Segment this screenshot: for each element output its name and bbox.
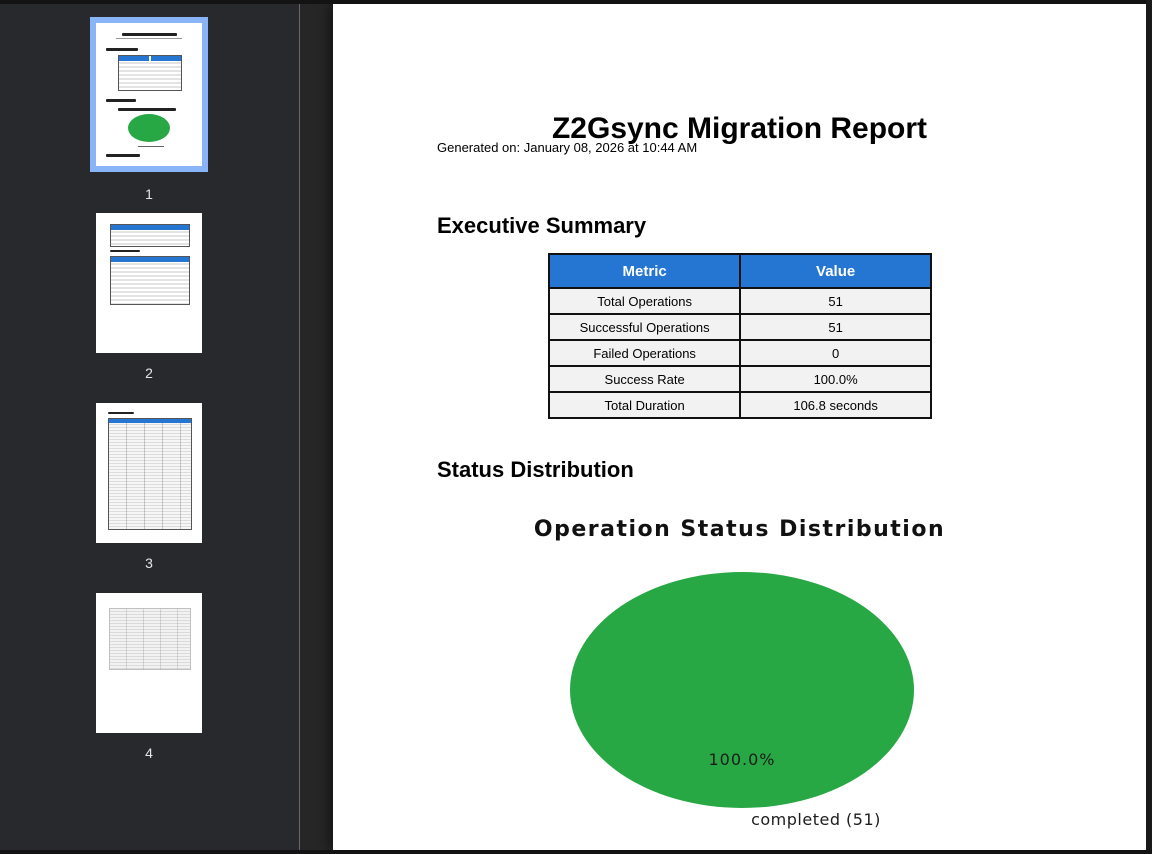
mini-chart-title (118, 108, 176, 111)
section-heading-executive-summary: Executive Summary (437, 213, 647, 238)
table-cell: Total Duration (547, 391, 742, 419)
table-row: Success Rate 100.0% (547, 365, 932, 393)
table-cell: 51 (739, 313, 932, 341)
executive-summary-table: Metric Value Total Operations 51 Successful… (547, 253, 932, 419)
thumbnail-panel[interactable]: 1 2 3 (0, 4, 300, 850)
generated-timestamp: Generated on: January 08, 2026 at 10:44 … (437, 140, 698, 155)
mini-heading (108, 412, 134, 414)
table-cell: 0 (739, 339, 932, 367)
thumbnail-page-number: 2 (145, 365, 153, 381)
mini-heading (106, 48, 138, 51)
pie-percent-label: 100.0% (708, 750, 776, 769)
table-row: Total Operations 51 (547, 287, 932, 315)
thumbnail-image[interactable] (96, 403, 202, 543)
document-viewport[interactable]: Z2Gsync Migration Report Generated on: J… (301, 4, 1146, 850)
report-title: Z2Gsync Migration Report (551, 112, 928, 145)
mini-table (110, 256, 190, 305)
pie-slice-completed (570, 572, 914, 808)
table-row: Failed Operations 0 (547, 339, 932, 367)
pdf-page-1: Z2Gsync Migration Report Generated on: J… (333, 4, 1146, 850)
mini-title (122, 33, 177, 36)
window-bottom-border (0, 850, 1152, 854)
mini-table (109, 608, 191, 670)
chart-title: Operation Status Distribution (533, 517, 946, 542)
thumbnail-selection-frame (90, 17, 208, 172)
mini-label (138, 146, 164, 147)
thumbnail-page-number: 4 (145, 745, 153, 761)
thumbnail-page-number: 3 (145, 555, 153, 571)
table-header-cell: Value (739, 253, 932, 289)
mini-heading (106, 154, 140, 157)
table-header-row: Metric Value (547, 253, 932, 289)
table-cell: 106.8 seconds (739, 391, 932, 419)
table-cell: Success Rate (547, 365, 742, 393)
window-right-border (1146, 0, 1152, 854)
table-row: Total Duration 106.8 seconds (547, 391, 932, 419)
pie-slice-label: completed (51) (751, 810, 881, 829)
thumbnail-image[interactable] (96, 23, 202, 166)
mini-heading (110, 250, 140, 252)
table-cell: Total Operations (547, 287, 742, 315)
table-cell: Successful Operations (547, 313, 742, 341)
mini-table (108, 418, 192, 530)
table-row: Successful Operations 51 (547, 313, 932, 341)
mini-heading (106, 99, 136, 102)
section-heading-status-distribution: Status Distribution (437, 457, 634, 482)
mini-table (118, 55, 182, 91)
mini-table (110, 224, 190, 247)
table-cell: 51 (739, 287, 932, 315)
table-cell: Failed Operations (547, 339, 742, 367)
thumbnail-page-number: 1 (145, 186, 153, 202)
thumbnail-image[interactable] (96, 213, 202, 353)
thumbnail-image[interactable] (96, 593, 202, 733)
table-cell: 100.0% (739, 365, 932, 393)
mini-subtitle (116, 38, 182, 39)
mini-pie-chart (128, 114, 170, 142)
window-top-border (0, 0, 1152, 4)
table-header-cell: Metric (547, 253, 742, 289)
